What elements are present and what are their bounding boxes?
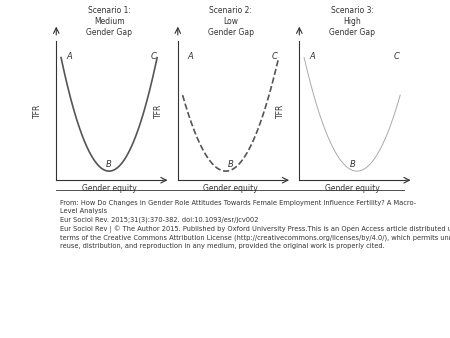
X-axis label: Gender equity: Gender equity [203,184,258,193]
Text: TFR: TFR [276,103,285,118]
Title: Scenario 2:
Low
Gender Gap: Scenario 2: Low Gender Gap [207,6,254,37]
Text: C: C [272,52,278,61]
Text: A: A [309,52,315,61]
Title: Scenario 3:
High
Gender Gap: Scenario 3: High Gender Gap [329,6,375,37]
Text: From: How Do Changes in Gender Role Attitudes Towards Female Employment Influenc: From: How Do Changes in Gender Role Atti… [60,200,450,249]
Text: C: C [394,52,400,61]
X-axis label: Gender equity: Gender equity [82,184,136,193]
Text: A: A [188,52,194,61]
Text: B: B [106,160,112,169]
Title: Scenario 1:
Medium
Gender Gap: Scenario 1: Medium Gender Gap [86,6,132,37]
Text: A: A [66,52,72,61]
Text: C: C [151,52,157,61]
Text: TFR: TFR [33,103,42,118]
Text: TFR: TFR [154,103,163,118]
X-axis label: Gender equity: Gender equity [325,184,379,193]
Text: B: B [349,160,355,169]
Text: B: B [228,160,234,169]
